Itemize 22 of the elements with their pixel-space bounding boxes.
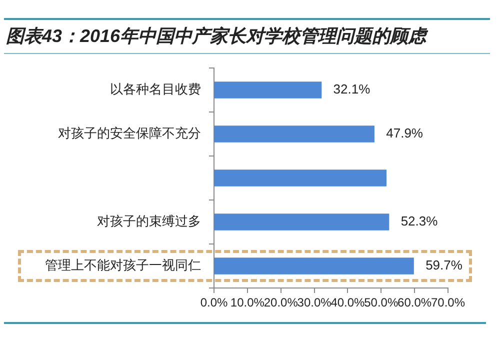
x-tick-label: 40.0%: [330, 296, 366, 310]
bar: [214, 82, 322, 98]
x-tick-label: 30.0%: [297, 296, 332, 310]
y-tick-label: 对孩子的安全保障不充分: [58, 125, 201, 140]
data-label: 32.1%: [333, 82, 371, 97]
y-tick-label: 管理上不能对孩子一视同仁: [45, 257, 201, 272]
x-tick-label: 50.0%: [364, 296, 398, 310]
x-tick-label: 60.0%: [398, 296, 432, 310]
bar: [214, 170, 386, 186]
data-label: 47.9%: [386, 126, 424, 141]
y-tick-label: 对孩子的束缚过多: [97, 213, 201, 228]
y-tick-label: 以各种名目收费: [110, 81, 201, 96]
bar: [214, 214, 390, 230]
x-tick-label: 20.0%: [264, 296, 298, 310]
x-tick-label: 10.0%: [230, 296, 265, 310]
data-label: 52.3%: [400, 214, 438, 229]
bar: [214, 258, 414, 274]
chart-title: 图表43：2016年中国中产家长对学校管理问题的顾虑: [4, 18, 490, 54]
x-tick-label: 0.0%: [200, 296, 228, 310]
x-tick-label: 70.0%: [430, 296, 466, 310]
bar: [214, 126, 374, 142]
data-label: 59.7%: [426, 258, 463, 273]
